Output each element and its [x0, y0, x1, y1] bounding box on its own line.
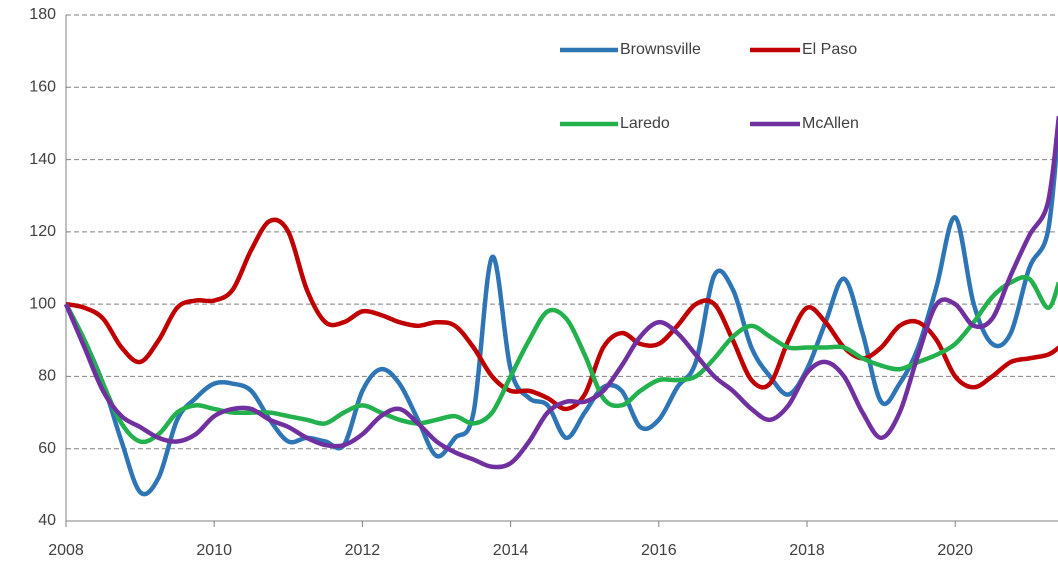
- y-tick-label: 140: [29, 151, 56, 168]
- legend-label: McAllen: [802, 115, 859, 132]
- y-tick-label: 40: [38, 512, 56, 529]
- x-tick-label: 2020: [937, 542, 973, 559]
- x-tick-label: 2010: [196, 542, 232, 559]
- x-tick-label: 2014: [493, 542, 529, 559]
- y-tick-label: 60: [38, 440, 56, 457]
- series-line: [63, 274, 1058, 445]
- series-line: [65, 217, 1058, 412]
- x-tick-label: 2016: [641, 542, 677, 559]
- y-tick-label: 160: [29, 79, 56, 96]
- x-tick-label: 2012: [345, 542, 381, 559]
- legend-label: Laredo: [620, 115, 670, 132]
- y-tick-label: 180: [29, 6, 56, 23]
- y-tick-label: 80: [38, 368, 56, 385]
- series-line: [63, 115, 1058, 470]
- y-tick-label: 100: [29, 295, 56, 312]
- legend-label: El Paso: [802, 41, 857, 58]
- x-tick-label: 2008: [48, 542, 84, 559]
- series-line: [63, 123, 1058, 497]
- legend-label: Brownsville: [620, 41, 701, 58]
- y-tick-label: 120: [29, 223, 56, 240]
- x-tick-label: 2018: [789, 542, 825, 559]
